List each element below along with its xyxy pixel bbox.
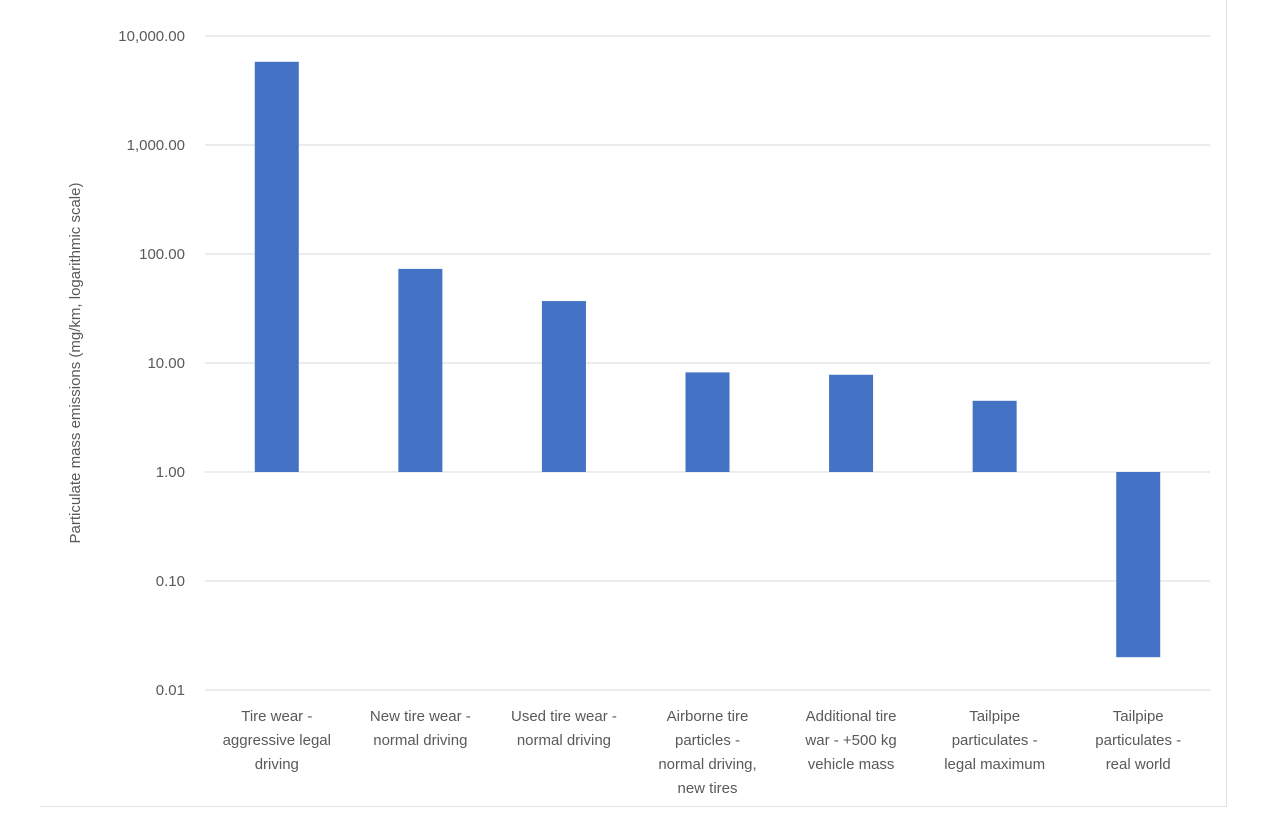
x-category-label-line: Tailpipe — [1113, 708, 1164, 725]
x-category-label: Tailpipe particulates - real world — [1095, 708, 1181, 773]
x-category-label-line: normal driving, — [658, 756, 756, 773]
x-axis-labels: Tire wear - aggressive legal driving New ti… — [223, 708, 1182, 797]
bar — [1116, 472, 1161, 658]
bars — [254, 61, 1161, 658]
bar — [829, 374, 874, 472]
x-category-label-line: normal driving — [517, 732, 611, 749]
x-category-label: Tire wear - aggressive legal driving — [223, 708, 331, 773]
x-category-label-line: aggressive legal — [223, 732, 331, 749]
gridlines — [205, 35, 1210, 691]
x-category-label-line: driving — [255, 756, 299, 773]
y-tick-label: 10,000.00 — [118, 28, 185, 45]
x-category-label-line: particulates - — [952, 732, 1038, 749]
x-category-label: Additional tire war - +500 kg vehicle mass — [804, 708, 896, 773]
bar — [972, 400, 1017, 472]
x-category-label-line: new tires — [677, 780, 737, 797]
x-category-label: Used tire wear - normal driving — [511, 708, 617, 749]
y-axis-ticks: 0.01 0.10 1.00 10.00 100.00 1,000.00 10,000.00 — [118, 28, 185, 699]
bar — [398, 268, 443, 472]
x-category-label: New tire wear - normal driving — [370, 708, 471, 749]
x-category-label-line: particulates - — [1095, 732, 1181, 749]
x-category-label-line: normal driving — [373, 732, 467, 749]
y-tick-label: 10.00 — [147, 355, 185, 372]
x-category-label: Airborne tire particles - normal driving, n… — [658, 708, 756, 797]
bar — [685, 372, 730, 472]
x-category-label-line: Tire wear - — [241, 708, 312, 725]
x-category-label-line: Additional tire — [806, 708, 897, 725]
x-category-label-line: particles - — [675, 732, 740, 749]
x-category-label-line: Tailpipe — [969, 708, 1020, 725]
bar — [254, 61, 299, 473]
frame-bottom-edge — [40, 806, 1227, 807]
x-category-label-line: war - +500 kg — [804, 732, 896, 749]
y-tick-label: 0.10 — [156, 573, 185, 590]
x-category-label: Tailpipe particulates - legal maximum — [944, 708, 1045, 773]
y-axis-title: Particulate mass emissions (mg/km, logar… — [67, 183, 84, 544]
x-category-label-line: real world — [1106, 756, 1171, 773]
y-tick-label: 100.00 — [139, 246, 185, 263]
x-category-label-line: Airborne tire — [667, 708, 749, 725]
y-tick-label: 0.01 — [156, 682, 185, 699]
bar — [541, 301, 586, 472]
x-category-label-line: vehicle mass — [808, 756, 895, 773]
x-category-label-line: legal maximum — [944, 756, 1045, 773]
frame-right-edge — [1226, 0, 1227, 806]
x-category-label-line: New tire wear - — [370, 708, 471, 725]
y-tick-label: 1.00 — [156, 464, 185, 481]
x-category-label-line: Used tire wear - — [511, 708, 617, 725]
y-tick-label: 1,000.00 — [127, 137, 185, 154]
